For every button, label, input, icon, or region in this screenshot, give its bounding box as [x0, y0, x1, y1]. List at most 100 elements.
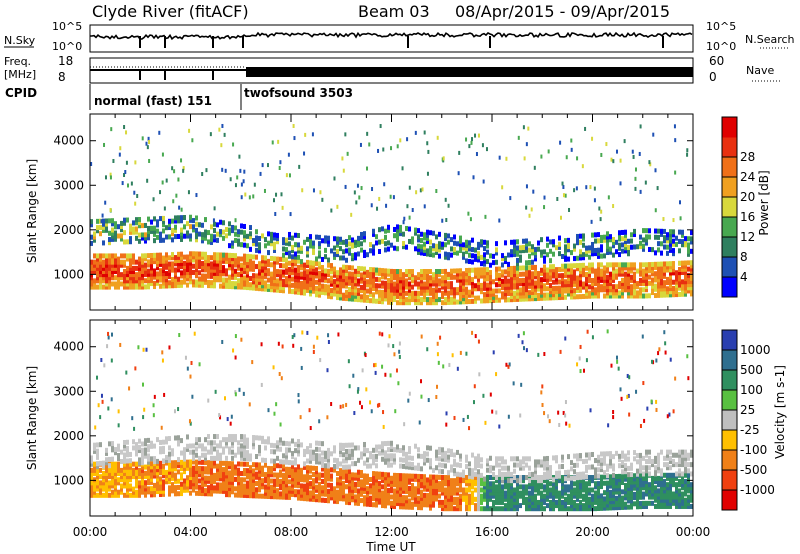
heatmap-cell — [264, 472, 267, 478]
heatmap-speck — [565, 155, 568, 160]
heatmap-cell — [213, 221, 216, 227]
heatmap-cell — [510, 265, 513, 271]
heatmap-cell — [189, 276, 192, 282]
heatmap-cell — [414, 230, 417, 236]
heatmap-speck — [593, 198, 596, 203]
heatmap-cell — [273, 244, 276, 250]
heatmap-cell — [684, 242, 687, 248]
heatmap-cell — [543, 499, 546, 505]
heatmap-cell — [123, 471, 126, 477]
heatmap-cell — [195, 475, 198, 481]
heatmap-cell — [384, 280, 387, 286]
heatmap-cell — [357, 475, 360, 481]
heatmap-cell — [300, 477, 303, 483]
heatmap-cell — [228, 470, 231, 476]
heatmap-cell — [360, 278, 363, 284]
heatmap-cell — [135, 275, 138, 281]
heatmap-cell — [435, 300, 438, 306]
heatmap-cell — [174, 475, 177, 481]
heatmap-cell — [513, 490, 516, 496]
heatmap-cell — [315, 484, 318, 490]
heatmap-cell — [255, 235, 258, 241]
heatmap-cell — [171, 264, 174, 270]
heatmap-cell — [360, 275, 363, 281]
heatmap-cell — [129, 471, 132, 477]
heatmap-cell — [231, 259, 234, 265]
heatmap-cell — [291, 479, 294, 485]
heatmap-cell — [666, 261, 669, 267]
heatmap-cell — [609, 293, 612, 299]
heatmap-cell — [219, 485, 222, 491]
heatmap-cell — [645, 472, 648, 478]
heatmap-cell — [351, 481, 354, 487]
heatmap-cell — [459, 274, 462, 280]
heatmap-cell — [660, 277, 663, 283]
heatmap-cell — [555, 270, 558, 276]
heatmap-cell — [279, 478, 282, 484]
heatmap-cell — [612, 293, 615, 299]
heatmap-cell — [282, 472, 285, 478]
heatmap-cell — [447, 493, 450, 499]
heatmap-speck — [406, 204, 409, 209]
heatmap-cell — [453, 250, 456, 256]
heatmap-cell — [495, 250, 498, 256]
heatmap-cell — [129, 253, 132, 259]
heatmap-cell — [543, 506, 546, 512]
heatmap-cell — [405, 278, 408, 284]
heatmap-cell — [483, 481, 486, 487]
heatmap-cell — [687, 497, 690, 503]
heatmap-cell — [648, 280, 651, 286]
heatmap-cell — [216, 455, 219, 461]
heatmap-cell — [375, 493, 378, 499]
heatmap-cell — [315, 469, 318, 475]
heatmap-cell — [642, 237, 645, 243]
heatmap-cell — [159, 439, 162, 445]
heatmap-cell — [489, 253, 492, 259]
heatmap-cell — [360, 272, 363, 278]
heatmap-speck — [447, 203, 450, 208]
heatmap-cell — [93, 477, 96, 483]
heatmap-cell — [264, 237, 267, 243]
nsearch-label: N.Search — [745, 33, 795, 46]
heatmap-cell — [669, 273, 672, 279]
heatmap-cell — [594, 277, 597, 283]
heatmap-cell — [570, 506, 573, 512]
heatmap-cell — [546, 478, 549, 484]
heatmap-cell — [516, 248, 519, 254]
heatmap-cell — [591, 262, 594, 268]
heatmap-cell — [414, 498, 417, 504]
heatmap-cell — [255, 487, 258, 493]
heatmap-cell — [666, 497, 669, 503]
heatmap-cell — [636, 479, 639, 485]
heatmap-cell — [174, 267, 177, 273]
heatmap-cell — [93, 284, 96, 290]
heatmap-cell — [420, 505, 423, 511]
heatmap-cell — [507, 475, 510, 481]
heatmap-cell — [180, 227, 183, 233]
heatmap-cell — [612, 495, 615, 501]
heatmap-cell — [105, 467, 108, 473]
heatmap-cell — [687, 279, 690, 285]
heatmap-cell — [633, 491, 636, 497]
heatmap-speck — [147, 136, 150, 141]
heatmap-cell — [138, 284, 141, 290]
heatmap-speck — [213, 206, 216, 211]
heatmap-cell — [606, 231, 609, 237]
heatmap-speck — [379, 124, 382, 129]
heatmap-cell — [333, 492, 336, 498]
heatmap-cell — [555, 285, 558, 291]
heatmap-cell — [159, 470, 162, 476]
heatmap-cell — [183, 254, 186, 260]
heatmap-cell — [123, 278, 126, 284]
heatmap-cell — [168, 469, 171, 475]
heatmap-cell — [345, 283, 348, 289]
heatmap-cell — [204, 258, 207, 264]
heatmap-cell — [327, 235, 330, 241]
heatmap-cell — [549, 270, 552, 276]
heatmap-cell — [243, 437, 246, 443]
heatmap-cell — [579, 481, 582, 487]
heatmap-cell — [114, 480, 117, 486]
heatmap-cell — [204, 264, 207, 270]
heatmap-cell — [318, 264, 321, 270]
heatmap-speck — [568, 207, 571, 212]
